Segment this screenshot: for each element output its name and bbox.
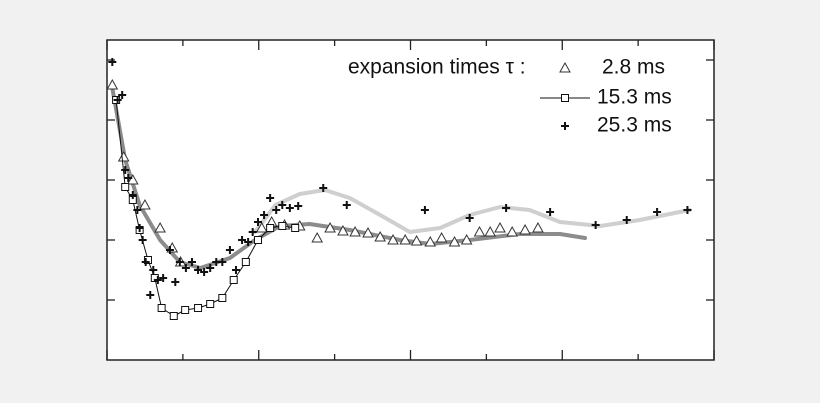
marker [253, 218, 262, 226]
marker [194, 266, 203, 274]
marker [460, 233, 473, 245]
marker [121, 166, 130, 174]
marker [484, 225, 497, 237]
legend-label: 2.8 ms [602, 56, 665, 79]
marker [141, 258, 150, 266]
marker [149, 266, 158, 274]
marker [435, 231, 448, 243]
marker [311, 231, 324, 243]
marker [139, 198, 151, 210]
marker [399, 233, 412, 245]
marker [266, 194, 275, 202]
marker [128, 191, 137, 199]
marker [157, 304, 166, 312]
marker [138, 236, 147, 244]
marker [200, 268, 209, 276]
marker [337, 224, 349, 236]
marker [181, 264, 190, 272]
marker [319, 184, 328, 192]
marker [448, 235, 461, 247]
marker [374, 230, 386, 242]
marker [291, 224, 300, 232]
marker [294, 202, 303, 210]
marker [218, 294, 227, 302]
marker [532, 221, 544, 233]
marker [218, 258, 227, 266]
marker [124, 174, 133, 182]
marker [241, 258, 250, 266]
marker [253, 236, 262, 244]
legend-label: 25.3 ms [597, 114, 672, 137]
marker [255, 221, 268, 233]
marker [622, 216, 631, 224]
marker [117, 150, 130, 162]
marker [133, 206, 142, 214]
marker [465, 214, 474, 222]
marker [410, 234, 423, 246]
marker [169, 312, 178, 320]
marker [146, 291, 155, 299]
marker [546, 208, 555, 216]
marker [171, 278, 180, 286]
legend-marker [561, 94, 569, 102]
legend-label: 15.3 ms [597, 86, 672, 109]
marker [260, 211, 269, 219]
marker [266, 224, 275, 232]
marker [225, 246, 234, 254]
marker [194, 304, 203, 312]
marker [106, 78, 119, 90]
marker [362, 226, 374, 238]
marker [238, 236, 247, 244]
marker [206, 300, 215, 308]
marker [502, 204, 511, 212]
marker [424, 235, 437, 247]
marker [278, 201, 287, 209]
marker [494, 221, 506, 233]
marker [342, 201, 351, 209]
marker [229, 276, 238, 284]
marker [175, 258, 184, 266]
marker [121, 183, 130, 191]
marker [473, 225, 486, 237]
marker [187, 258, 196, 266]
legend-marker [561, 122, 569, 130]
marker [108, 58, 117, 66]
marker [231, 266, 240, 274]
marker [683, 206, 692, 214]
marker [206, 264, 215, 272]
marker [159, 274, 168, 282]
marker [248, 228, 257, 236]
marker [272, 206, 281, 214]
marker [244, 238, 253, 246]
marker [118, 91, 127, 99]
legend-marker [559, 61, 571, 73]
marker [165, 246, 174, 254]
legend-title: expansion times τ : [348, 56, 526, 79]
marker [387, 233, 399, 245]
marker [135, 224, 144, 232]
marker [519, 223, 531, 235]
marker [126, 173, 139, 185]
marker [154, 221, 166, 233]
marker [591, 221, 600, 229]
marker [420, 206, 429, 214]
fit-curve [252, 188, 692, 234]
marker [285, 204, 294, 212]
marker [324, 221, 336, 233]
marker [506, 225, 519, 237]
marker [153, 276, 162, 284]
marker [653, 208, 662, 216]
marker [143, 256, 152, 264]
marker [278, 222, 287, 230]
marker [113, 96, 122, 104]
marker [181, 306, 190, 314]
marker [349, 225, 361, 237]
